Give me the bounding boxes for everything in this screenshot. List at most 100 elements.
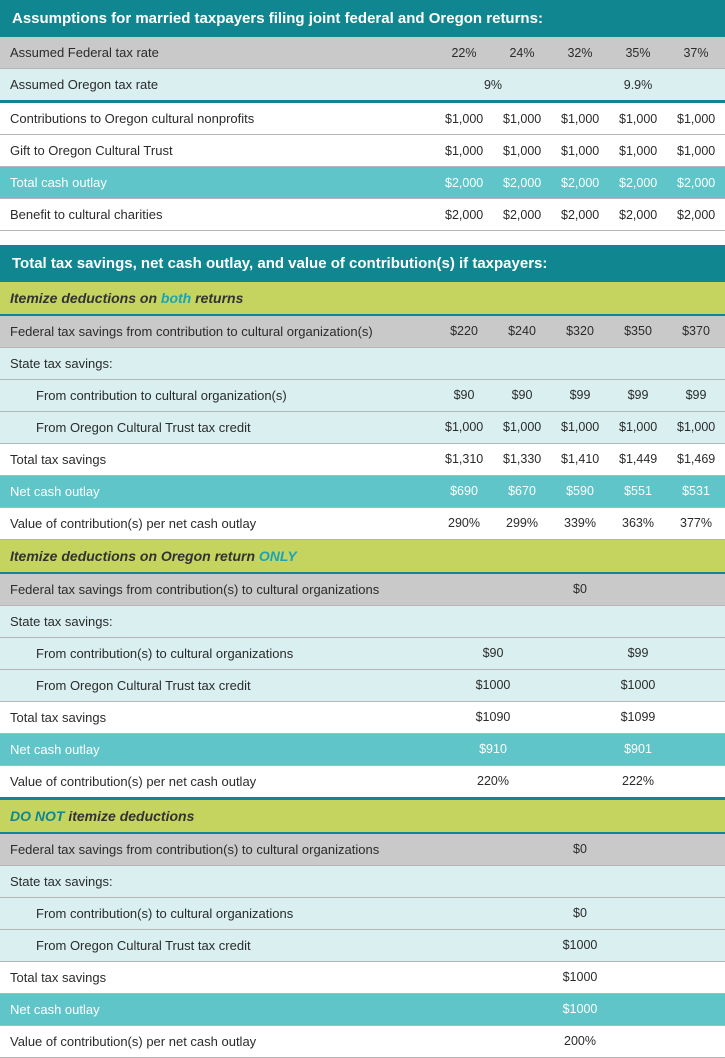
subA-stcr-0: $1,000 [435,411,493,443]
subC-totsav-label: Total tax savings [0,961,435,993]
total-outlay-1: $2,000 [493,167,551,199]
subA-ts-4: $1,469 [667,443,725,475]
benefit-2: $2,000 [551,199,609,231]
subB-stc-l: $90 [435,637,551,669]
subA-no-1: $670 [493,475,551,507]
subC-stc-val: $0 [435,897,725,929]
or-rate-left: 9% [435,69,551,102]
subC-title: DO NOT itemize deductions [0,798,725,833]
subA-fed-1: $240 [493,315,551,348]
gift-4: $1,000 [667,135,725,167]
subC-stcredit-label: From Oregon Cultural Trust tax credit [0,929,435,961]
subC-netout-label: Net cash outlay [0,993,435,1025]
subC-state-hdr: State tax savings: [0,865,725,897]
subC-valper-label: Value of contribution(s) per net cash ou… [0,1025,435,1057]
subA-ts-2: $1,410 [551,443,609,475]
subA-totsav-label: Total tax savings [0,443,435,475]
subB-val-per: Value of contribution(s) per net cash ou… [0,765,725,798]
subB-valper-label: Value of contribution(s) per net cash ou… [0,765,435,798]
fed-rate-2: 32% [551,37,609,69]
fed-rate-4: 37% [667,37,725,69]
or-rate-right: 9.9% [551,69,725,102]
subA-vp-0: 290% [435,507,493,539]
subA-fed-3: $350 [609,315,667,348]
subA-title: Itemize deductions on both returns [0,282,725,315]
subA-no-0: $690 [435,475,493,507]
subB-netout-label: Net cash outlay [0,733,435,765]
subA-fed-2: $320 [551,315,609,348]
subB-st-credit: From Oregon Cultural Trust tax credit $1… [0,669,725,701]
subA-stcontrib-label: From contribution to cultural organizati… [0,379,435,411]
subA-vp-4: 377% [667,507,725,539]
subA-no-3: $551 [609,475,667,507]
benefit-4: $2,000 [667,199,725,231]
subA-st-contrib: From contribution to cultural organizati… [0,379,725,411]
subB-stcredit-label: From Oregon Cultural Trust tax credit [0,669,435,701]
subC-fedsav-val: $0 [435,833,725,866]
subB-stc-r: $99 [551,637,725,669]
subC-net-out: Net cash outlay $1000 [0,993,725,1025]
tax-assumptions-table: Assumptions for married taxpayers filing… [0,0,725,1058]
subA-fed-sav-label: Federal tax savings from contribution to… [0,315,435,348]
benefit-0: $2,000 [435,199,493,231]
subB-stcr-l: $1000 [435,669,551,701]
subC-fed-sav: Federal tax savings from contribution(s)… [0,833,725,866]
subA-stc-3: $99 [609,379,667,411]
total-outlay-4: $2,000 [667,167,725,199]
benefit-label: Benefit to cultural charities [0,199,435,231]
subC-post: itemize deductions [64,808,194,824]
subB-fedsav-val: $0 [435,573,725,606]
subC-fedsav-label: Federal tax savings from contribution(s)… [0,833,435,866]
subA-stc-2: $99 [551,379,609,411]
fed-rate-0: 22% [435,37,493,69]
subB-em: ONLY [259,548,297,564]
subB-no-r: $901 [551,733,725,765]
subA-state-hdr: State tax savings: [0,347,725,379]
subB-vp-r: 222% [551,765,725,798]
total-outlay-3: $2,000 [609,167,667,199]
subC-ts-val: $1000 [435,961,725,993]
subB-totsav-label: Total tax savings [0,701,435,733]
subB-no-l: $910 [435,733,551,765]
subA-val-per: Value of contribution(s) per net cash ou… [0,507,725,539]
subC-stcontrib-label: From contribution(s) to cultural organiz… [0,897,435,929]
contrib-0: $1,000 [435,102,493,135]
contrib-label: Contributions to Oregon cultural nonprof… [0,102,435,135]
row-gift: Gift to Oregon Cultural Trust $1,000 $1,… [0,135,725,167]
contrib-2: $1,000 [551,102,609,135]
fed-rate-label: Assumed Federal tax rate [0,37,435,69]
subC-no-val: $1000 [435,993,725,1025]
row-benefit: Benefit to cultural charities $2,000 $2,… [0,199,725,231]
subA-stcr-4: $1,000 [667,411,725,443]
row-or-rate: Assumed Oregon tax rate 9% 9.9% [0,69,725,102]
subB-vp-l: 220% [435,765,551,798]
benefit-3: $2,000 [609,199,667,231]
subC-val-per: Value of contribution(s) per net cash ou… [0,1025,725,1057]
gift-3: $1,000 [609,135,667,167]
subA-fed-0: $220 [435,315,493,348]
subA-ts-3: $1,449 [609,443,667,475]
subA-stc-0: $90 [435,379,493,411]
gift-2: $1,000 [551,135,609,167]
subA-stcr-1: $1,000 [493,411,551,443]
total-outlay-2: $2,000 [551,167,609,199]
contrib-1: $1,000 [493,102,551,135]
subA-pre: Itemize deductions on [10,290,161,306]
subA-post: returns [191,290,243,306]
subA-fed-sav: Federal tax savings from contribution to… [0,315,725,348]
subA-stcr-2: $1,000 [551,411,609,443]
subC-st-credit: From Oregon Cultural Trust tax credit $1… [0,929,725,961]
subC-vp-val: 200% [435,1025,725,1057]
row-total-outlay: Total cash outlay $2,000 $2,000 $2,000 $… [0,167,725,199]
fed-rate-3: 35% [609,37,667,69]
subB-title: Itemize deductions on Oregon return ONLY [0,539,725,573]
subA-stc-4: $99 [667,379,725,411]
subB-pre: Itemize deductions on Oregon return [10,548,259,564]
subB-ts-r: $1099 [551,701,725,733]
gift-0: $1,000 [435,135,493,167]
section1-title: Assumptions for married taxpayers filing… [0,0,725,37]
subA-vp-3: 363% [609,507,667,539]
subB-fedsav-label: Federal tax savings from contribution(s)… [0,573,435,606]
subA-no-2: $590 [551,475,609,507]
subA-st-credit: From Oregon Cultural Trust tax credit $1… [0,411,725,443]
